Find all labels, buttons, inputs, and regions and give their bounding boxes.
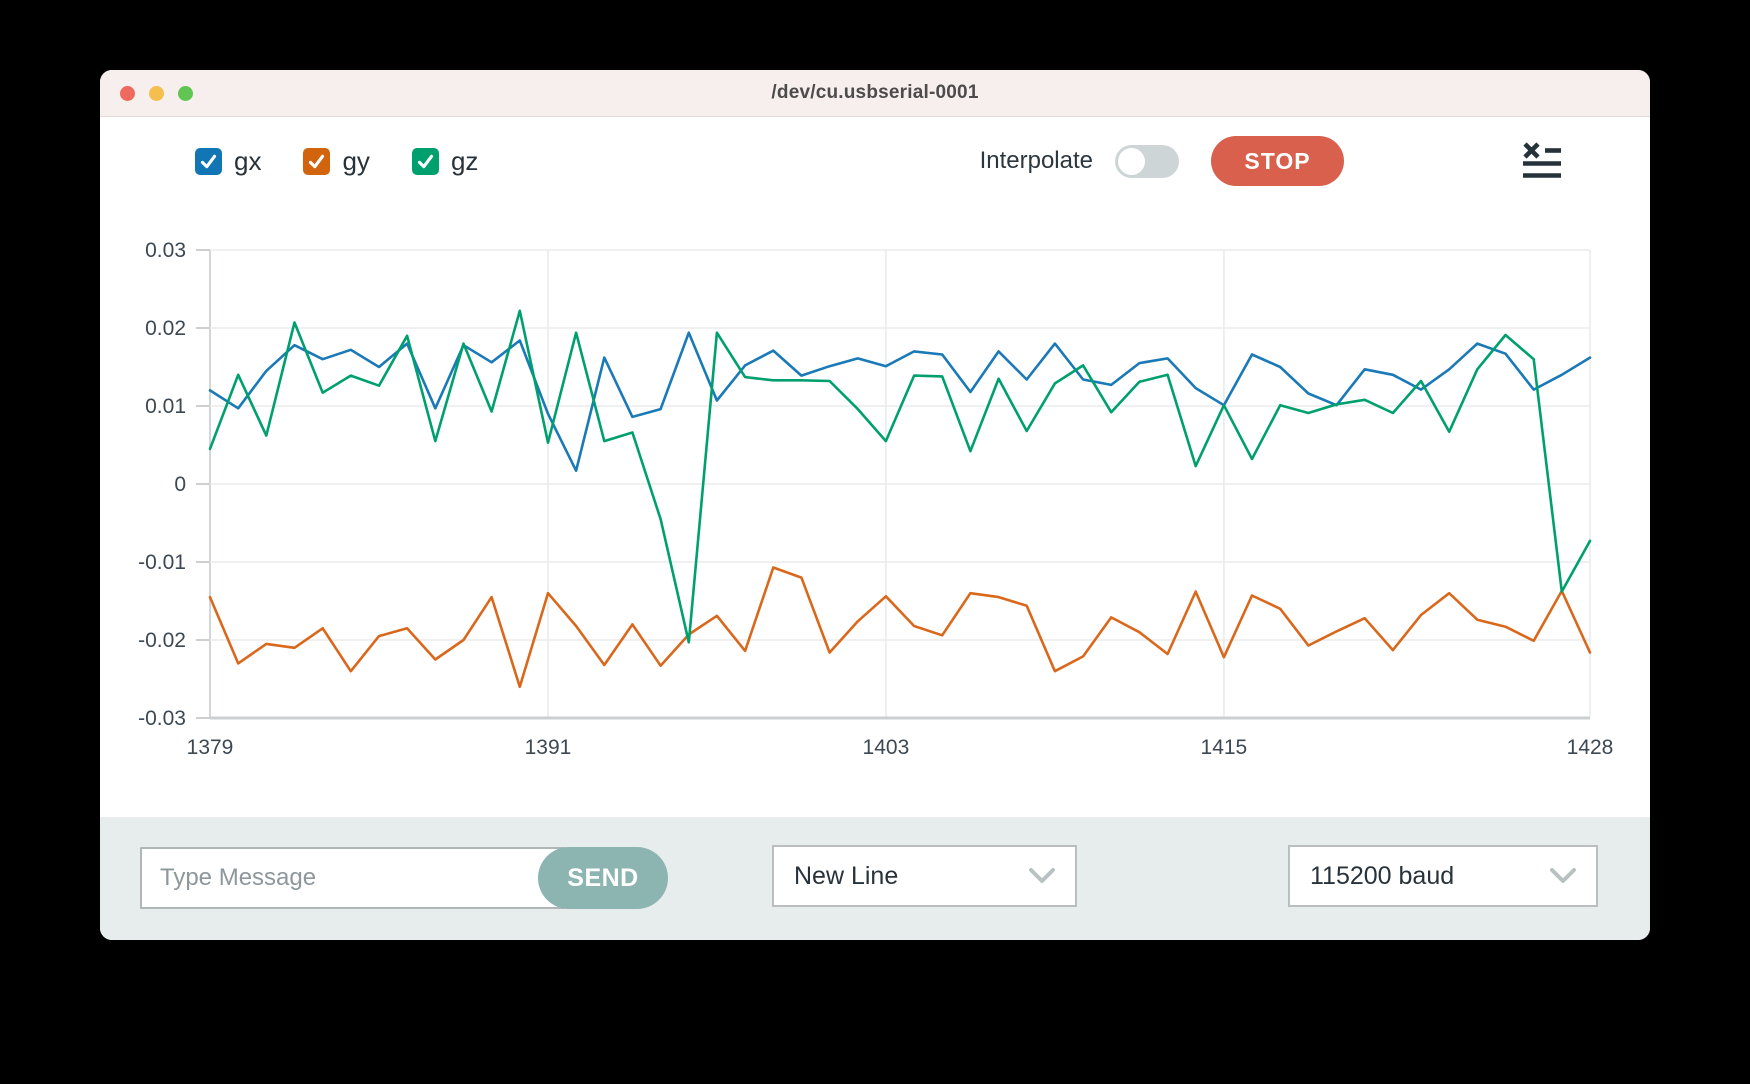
legend-label: gy (342, 145, 370, 176)
clear-list-icon[interactable] (1522, 141, 1562, 181)
legend-label: gx (234, 145, 262, 176)
interpolate-toggle[interactable] (1115, 144, 1179, 178)
y-tick-label: -0.02 (138, 629, 186, 652)
series-line-gz (208, 309, 1592, 644)
minimize-button[interactable] (149, 85, 164, 101)
legend-item-gx[interactable]: gx (195, 146, 261, 177)
legend-item-gz[interactable]: gz (411, 145, 479, 177)
series-line-gx (208, 331, 1592, 473)
y-tick-label: 0.03 (145, 239, 186, 262)
line-ending-value: New Line (794, 861, 899, 890)
stop-button[interactable]: STOP (1211, 136, 1344, 186)
check-icon (200, 154, 217, 168)
app-window: /dev/cu.usbserial-0001 gx gy gz Interpolat… (100, 70, 1650, 940)
bottom-bar: SEND New Line 115200 baud (100, 817, 1650, 940)
zoom-button[interactable] (178, 85, 193, 101)
x-tick-label: 1415 (1201, 736, 1248, 759)
x-tick-label: 1391 (525, 736, 572, 759)
check-icon (309, 154, 325, 168)
y-tick-label: -0.01 (138, 551, 186, 574)
legend-item-gy[interactable]: gy (303, 145, 370, 177)
chevron-down-icon (1550, 868, 1576, 883)
x-tick-label: 1428 (1567, 736, 1614, 759)
baud-rate-select[interactable]: 115200 baud (1288, 845, 1598, 907)
window-title: /dev/cu.usbserial-0001 (771, 82, 979, 103)
message-input[interactable] (140, 847, 565, 909)
chevron-down-icon (1029, 868, 1055, 883)
baud-rate-value: 115200 baud (1310, 861, 1455, 890)
x-tick-label: 1379 (187, 736, 234, 759)
title-bar[interactable]: /dev/cu.usbserial-0001 (100, 70, 1650, 117)
checkbox-gz[interactable] (411, 147, 439, 175)
legend-label: gz (450, 145, 479, 176)
line-ending-select[interactable]: New Line (772, 845, 1077, 907)
y-tick-label: 0.02 (145, 317, 186, 340)
check-icon (417, 154, 434, 168)
interpolate-label: Interpolate (979, 147, 1093, 174)
traffic-lights (120, 70, 193, 116)
toggle-knob (1118, 147, 1145, 175)
checkbox-gy[interactable] (303, 147, 331, 175)
send-button[interactable]: SEND (538, 847, 668, 909)
checkbox-gx[interactable] (195, 147, 222, 175)
header-row: gx gy gz Interpolate STOP (100, 130, 1650, 192)
close-button[interactable] (120, 85, 135, 101)
x-tick-label: 1403 (863, 736, 910, 759)
legend: gx gy gz (195, 146, 478, 177)
header-controls: Interpolate STOP (980, 136, 1562, 186)
y-tick-label: 0 (174, 473, 186, 496)
series-line-gy (208, 566, 1592, 689)
y-tick-label: -0.03 (138, 707, 186, 730)
y-tick-label: 0.01 (145, 395, 186, 418)
